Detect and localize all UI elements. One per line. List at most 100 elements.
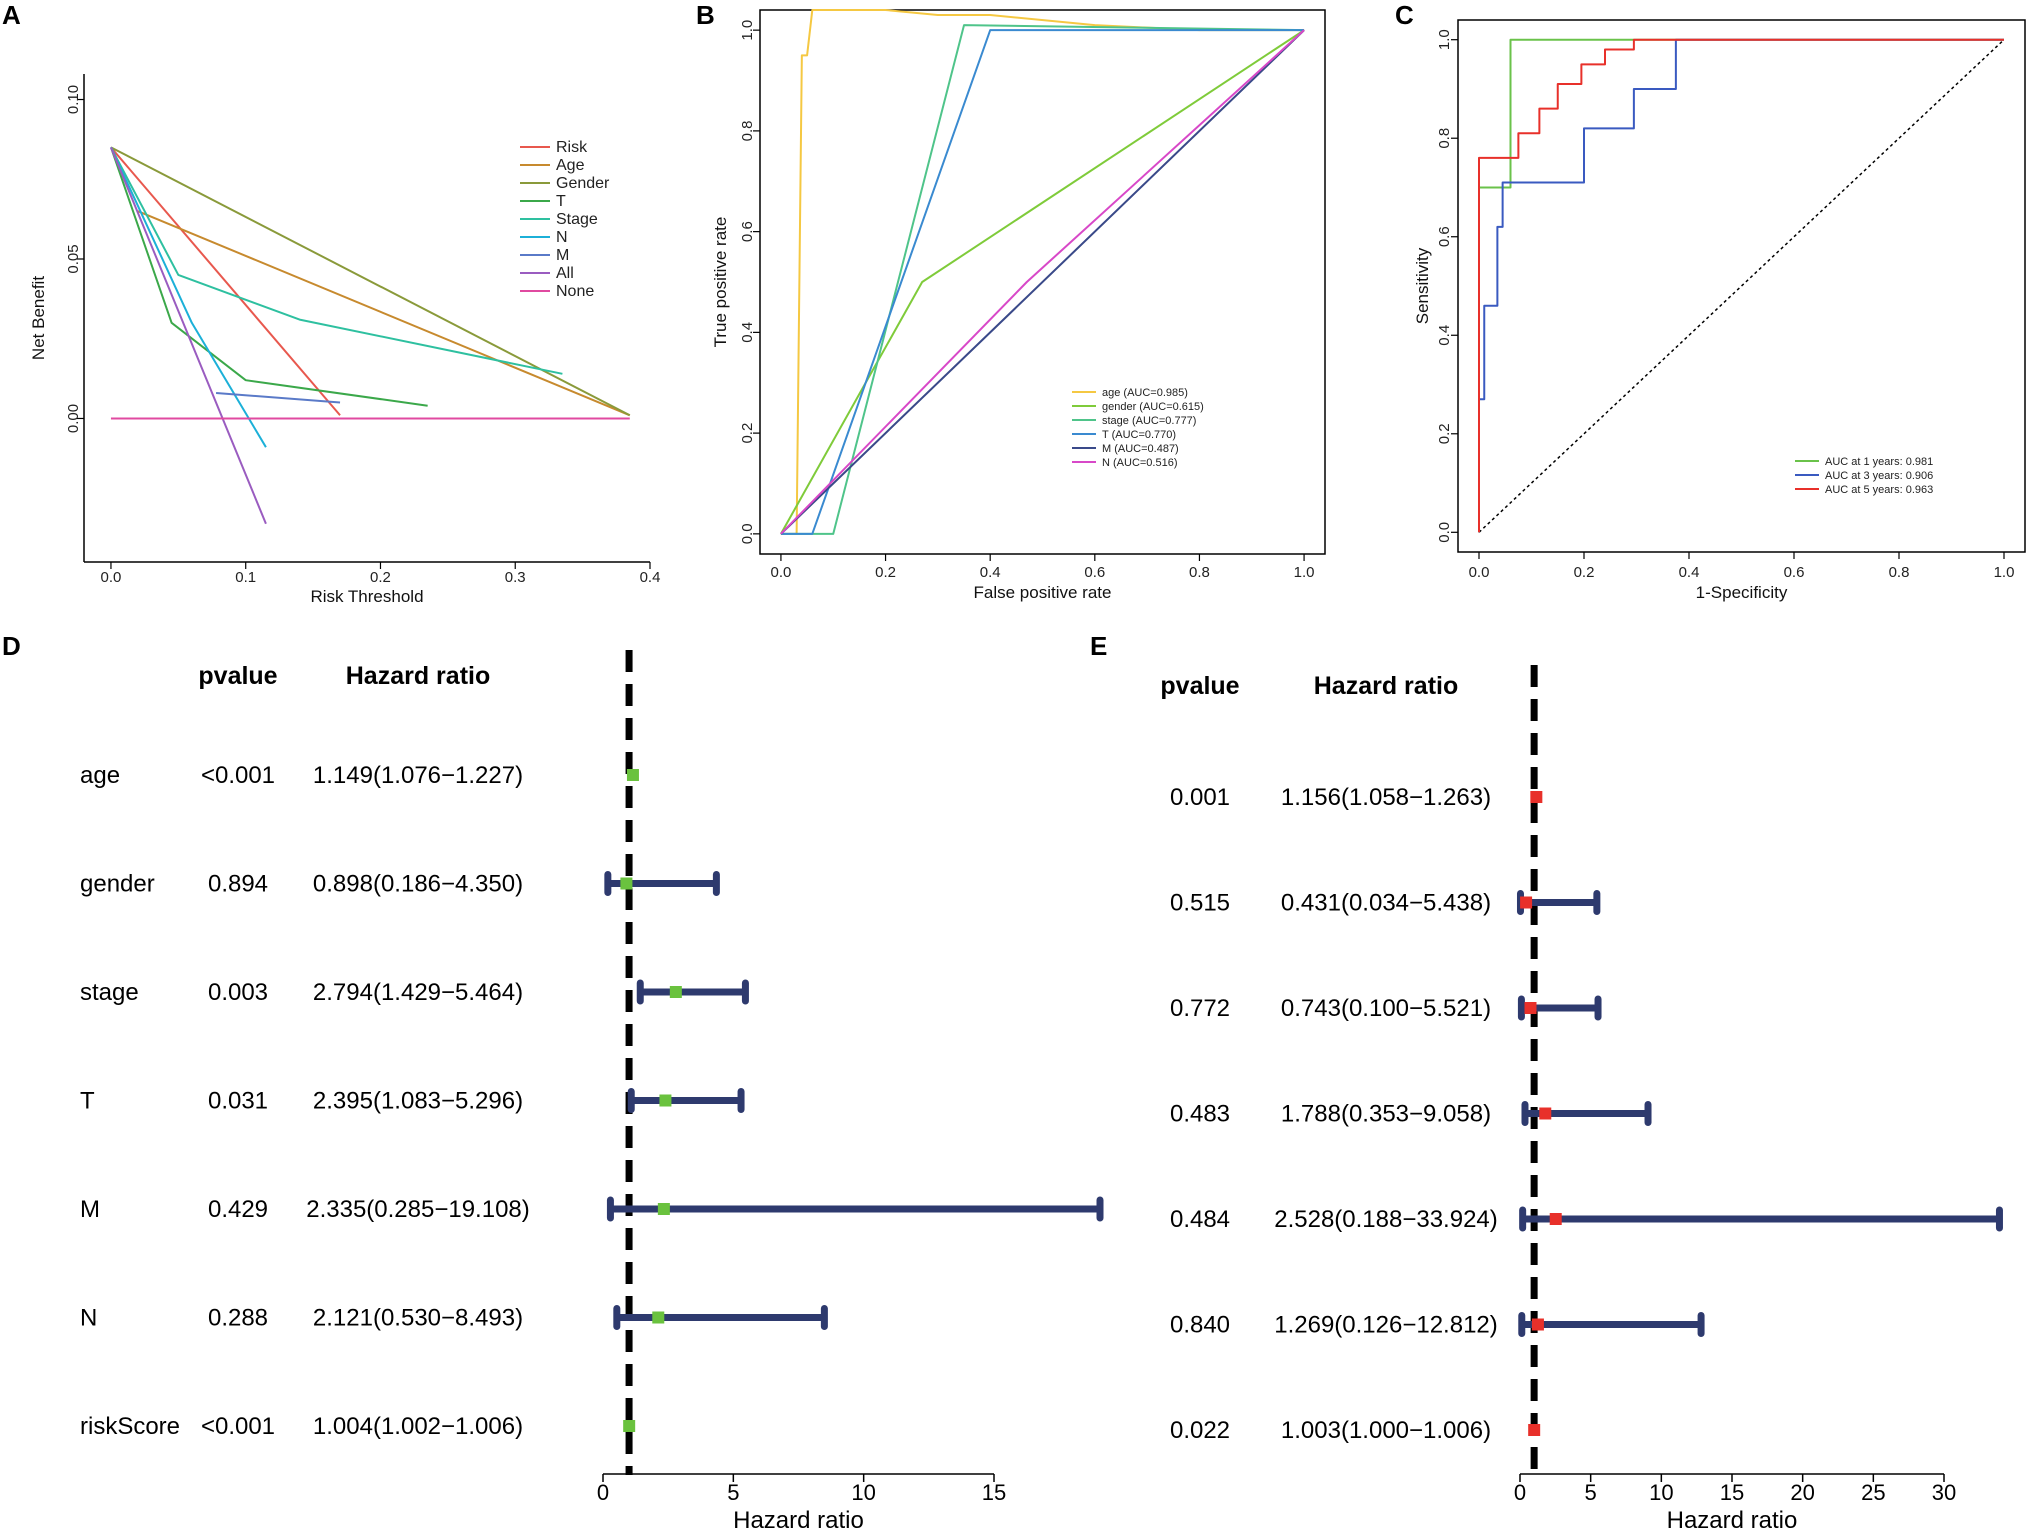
e-x-tick-label: 15 [1720,1480,1744,1505]
panel-label-d: D [2,631,21,661]
b-x-tick-label: 0.4 [980,564,1001,581]
b-plot-frame [759,9,1326,555]
b-legend-entry: T (AUC=0.770) [1102,429,1176,441]
e-row-hr-text: 1.156(1.058−1.263) [1281,784,1491,811]
e-row-hr-text: 0.743(0.100−5.521) [1281,995,1491,1022]
b-legend-entry: stage (AUC=0.777) [1102,415,1196,427]
a-y-tick-label: 0.00 [65,404,82,433]
e-hr-marker [1549,1213,1562,1225]
b-y-tick-label: 0.0 [739,523,756,544]
b-x-tick-label: 1.0 [1294,564,1315,581]
e-x-axis-label: Hazard ratio [1667,1507,1798,1534]
e-x-tick-label: 20 [1790,1480,1814,1505]
panel-label-a: A [2,0,21,30]
a-series-gender [110,146,631,417]
e-header-pvalue: pvalue [1160,672,1239,700]
a-legend-entry: All [556,265,574,282]
d-row-pvalue: 0.031 [208,1088,268,1115]
e-row-pvalue: 0.484 [1170,1206,1230,1233]
a-legend-entry: M [556,247,569,264]
d-header-pvalue: pvalue [198,662,277,690]
b-series-n-auc-0-516 [780,29,1305,535]
c-y-tick-label: 0.6 [1436,226,1453,247]
d-x-tick-label: 0 [597,1480,609,1505]
d-row-pvalue: 0.003 [208,979,268,1006]
c-x-tick-label: 0.2 [1574,564,1595,581]
b-x-tick-label: 0.0 [770,564,791,581]
d-row-label: riskScore [80,1413,180,1440]
b-series-age-auc-0-985 [780,9,1305,535]
a-y-axis-label: Net Benefit [29,276,48,360]
d-row-hr-text: 2.121(0.530−8.493) [313,1305,523,1332]
d-row-hr-text: 0.898(0.186−4.350) [313,871,523,898]
a-y-tick-label: 0.10 [65,85,82,114]
a-legend-entry: Stage [556,211,598,228]
d-x-tick-label: 5 [727,1480,739,1505]
a-legend-entry: None [556,283,594,300]
panel-label-e: E [1090,631,1107,661]
c-x-tick-label: 0.0 [1469,564,1490,581]
c-y-tick-label: 0.4 [1436,325,1453,346]
e-row-hr-text: 1.003(1.000−1.006) [1281,1417,1491,1444]
e-hr-marker [1524,1002,1537,1014]
e-row-hr-text: 1.788(0.353−9.058) [1281,1101,1491,1128]
b-series-gender-auc-0-615 [780,29,1305,535]
b-y-tick-label: 0.8 [739,120,756,141]
a-legend-entry: N [556,229,568,246]
d-row-label: gender [80,871,155,898]
e-x-tick-label: 30 [1932,1480,1956,1505]
d-x-axis-label: Hazard ratio [733,1507,864,1534]
panel-label-b: B [696,0,715,30]
e-row-hr-text: 1.269(0.126−12.812) [1274,1312,1498,1339]
b-y-tick-label: 1.0 [739,20,756,41]
d-row-pvalue: <0.001 [201,1413,275,1440]
e-x-tick-label: 25 [1861,1480,1885,1505]
c-legend-entry: AUC at 5 years: 0.963 [1825,484,1933,496]
panel-c-time-roc: 0.0 0.2 0.4 0.6 0.8 1.0 0.0 0.2 0.4 0.6 0.8 1.0 1-Sp… [1413,19,2026,602]
a-x-tick-label: 0.3 [505,569,526,586]
b-y-axis-label: True positive rate [711,217,730,348]
a-series-stage [110,146,563,375]
a-x-axis-label: Risk Threshold [310,587,423,606]
d-row-hr-text: 1.004(1.002−1.006) [313,1413,523,1440]
e-row-pvalue: 0.515 [1170,890,1230,917]
a-x-tick-label: 0.1 [235,569,256,586]
c-x-tick-label: 1.0 [1994,564,2015,581]
b-legend-entry: M (AUC=0.487) [1102,443,1179,455]
d-row-label: stage [80,979,139,1006]
e-x-tick-label: 5 [1585,1480,1597,1505]
b-x-tick-label: 0.8 [1189,564,1210,581]
d-x-tick-label: 10 [851,1480,875,1505]
e-row-hr-text: 2.528(0.188−33.924) [1274,1206,1498,1233]
b-x-axis-label: False positive rate [974,583,1112,602]
e-header-hazard-ratio: Hazard ratio [1314,672,1458,700]
a-legend-entry: T [556,193,566,210]
a-x-tick-label: 0.0 [101,569,122,586]
b-legend-entry: gender (AUC=0.615) [1102,401,1204,413]
e-row-pvalue: 0.001 [1170,784,1230,811]
d-row-label: M [80,1196,100,1223]
c-plot-frame [1457,19,2026,553]
a-series-t [110,147,428,407]
c-y-tick-label: 0.8 [1436,128,1453,149]
a-series-age [137,210,631,417]
d-hr-marker [623,1420,636,1432]
d-hr-marker [657,1203,670,1215]
e-row-pvalue: 0.840 [1170,1312,1230,1339]
d-row-hr-text: 2.395(1.083−5.296) [313,1088,523,1115]
a-x-tick-label: 0.2 [370,569,391,586]
d-x-tick-label: 15 [982,1480,1006,1505]
a-series-n [110,146,267,448]
d-header-hazard-ratio: Hazard ratio [346,662,490,690]
e-hr-marker [1531,1318,1544,1331]
e-hr-marker [1530,791,1543,803]
b-y-tick-label: 0.2 [739,423,756,444]
e-row-pvalue: 0.022 [1170,1417,1230,1444]
c-series-auc-at-3-years-0-906 [1478,38,2004,533]
b-series-t-auc-0-770 [780,29,1305,535]
d-hr-marker [626,769,639,781]
d-row-pvalue: 0.894 [208,871,268,898]
b-x-tick-label: 0.2 [875,564,896,581]
d-row-pvalue: <0.001 [201,762,275,789]
